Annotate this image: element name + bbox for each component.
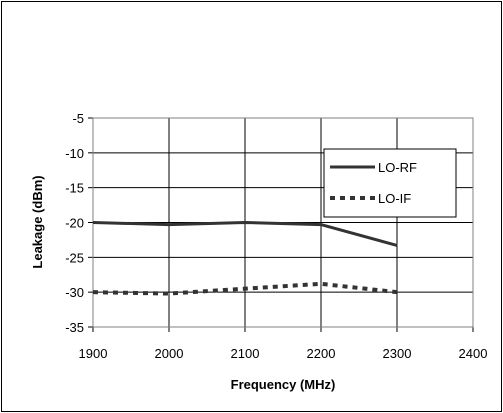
data-point-lo-rf	[92, 222, 94, 223]
data-point-lo-if	[244, 288, 246, 290]
legend-label-lo-if: LO-IF	[378, 191, 411, 206]
y-tick-label: -5	[72, 111, 84, 126]
y-tick-label: -15	[65, 181, 84, 196]
series-lines	[92, 221, 398, 296]
data-point-lo-rf	[168, 224, 170, 226]
x-tick-label: 2000	[155, 346, 184, 361]
data-point-lo-if	[396, 291, 398, 293]
y-tick-labels: -5 -10 -15 -20 -25 -30 -35	[65, 111, 84, 335]
y-tick-label: -30	[65, 285, 84, 300]
x-axis-title: Frequency (MHz)	[231, 377, 336, 392]
x-tick-label: 2300	[383, 346, 412, 361]
y-axis-title: Leakage (dBm)	[30, 175, 45, 268]
x-tick-labels: 1900 2000 2100 2200 2300 2400	[79, 346, 488, 361]
legend-label-lo-rf: LO-RF	[378, 160, 417, 175]
legend: LO-RF LO-IF	[323, 148, 457, 218]
x-tick-label: 1900	[79, 346, 108, 361]
data-point-lo-rf	[396, 244, 398, 246]
x-tick-label: 2400	[459, 346, 488, 361]
y-tick-label: -35	[65, 320, 84, 335]
data-point-lo-rf	[320, 224, 322, 226]
x-tick-label: 2200	[307, 346, 336, 361]
data-point-lo-if	[320, 283, 322, 285]
data-point-lo-rf	[244, 222, 246, 223]
y-tick-label: -20	[65, 216, 84, 231]
data-point-lo-if	[92, 291, 94, 293]
y-tick-label: -25	[65, 250, 84, 265]
data-point-lo-if	[168, 293, 170, 295]
y-tick-label: -10	[65, 146, 84, 161]
legend-box	[323, 148, 457, 218]
x-tick-label: 2100	[231, 346, 260, 361]
